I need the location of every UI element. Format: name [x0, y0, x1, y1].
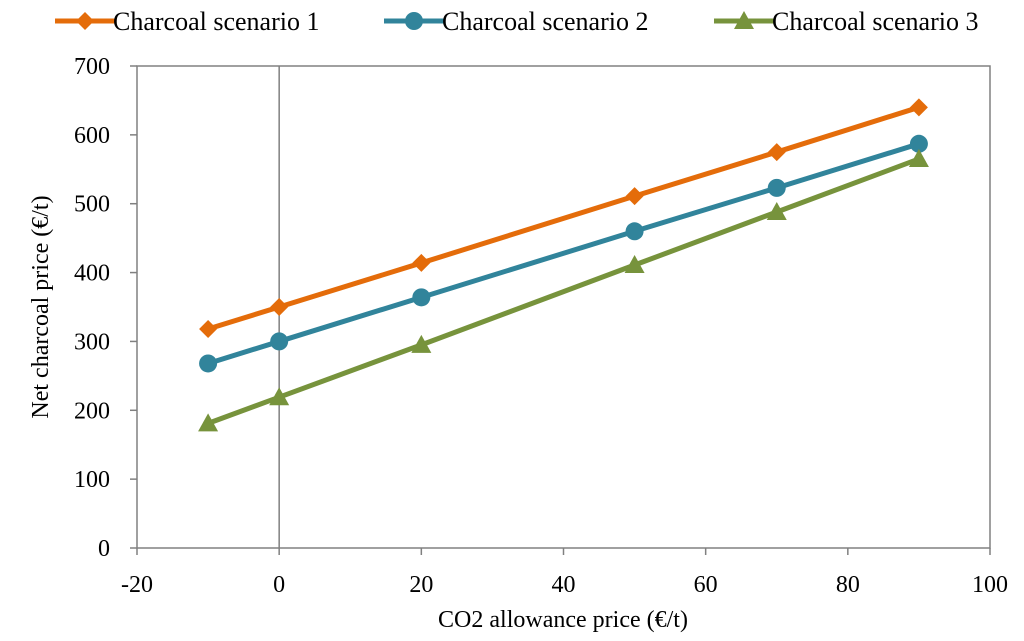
x-axis-title: CO2 allowance price (€/t)	[438, 607, 688, 633]
x-tick-label: 60	[694, 572, 718, 598]
series-2-point	[412, 288, 431, 307]
series-2	[199, 134, 928, 373]
y-tick-label: 500	[74, 192, 110, 218]
series-1-point	[767, 143, 786, 162]
series-3-point	[908, 148, 929, 167]
y-tick-label: 0	[98, 536, 110, 562]
y-tick-label: 300	[74, 329, 110, 355]
series-1-point	[625, 187, 644, 206]
series-2-point	[270, 332, 289, 351]
x-tick-label: 80	[836, 572, 860, 598]
series-3-point	[411, 334, 432, 353]
series-2-point	[625, 222, 644, 241]
legend-label: Charcoal scenario 1	[113, 7, 319, 36]
series-3-point	[269, 387, 290, 406]
series-2-point	[767, 178, 786, 197]
series-3-point	[624, 254, 645, 273]
legend-item-2: Charcoal scenario 2	[384, 7, 648, 36]
series-3-line	[207, 156, 920, 426]
series-1-line	[207, 104, 920, 332]
series-1-point	[909, 98, 928, 117]
legend-marker	[734, 11, 754, 29]
series-1-point	[199, 320, 218, 339]
legend-label: Charcoal scenario 3	[772, 7, 978, 36]
series-1-point	[412, 253, 431, 272]
legend-marker	[405, 12, 423, 30]
y-tick-label: 400	[74, 261, 110, 287]
series-2-point	[909, 134, 928, 153]
x-tick-label: 0	[273, 572, 285, 598]
y-tick-label: 700	[74, 54, 110, 80]
series-3	[198, 148, 929, 432]
series-1	[199, 98, 928, 339]
x-tick-label: 20	[409, 572, 433, 598]
axes: -20 0 20 40 60 80 100 0 100 200 300 400 500 600 700	[74, 54, 1008, 598]
legend-marker	[76, 12, 94, 30]
series-2-line	[207, 141, 920, 366]
y-axis-title: Net charcoal price (€/t)	[28, 195, 54, 418]
series-2-point	[199, 354, 218, 373]
x-tick-label: 100	[972, 572, 1008, 598]
series-group	[198, 98, 929, 432]
legend-item-1: Charcoal scenario 1	[55, 7, 319, 36]
legend-item-3: Charcoal scenario 3	[714, 7, 978, 36]
y-tick-label: 100	[74, 467, 110, 493]
series-3-point	[766, 201, 787, 220]
y-tick-label: 200	[74, 398, 110, 424]
series-1-point	[270, 298, 289, 316]
y-tick-label: 600	[74, 123, 110, 149]
x-tick-label: 40	[552, 572, 576, 598]
legend: Charcoal scenario 1 Charcoal scenario 2 Ch…	[55, 7, 978, 36]
series-3-point	[198, 413, 219, 432]
x-tick-label: -20	[121, 572, 153, 598]
legend-label: Charcoal scenario 2	[442, 7, 648, 36]
